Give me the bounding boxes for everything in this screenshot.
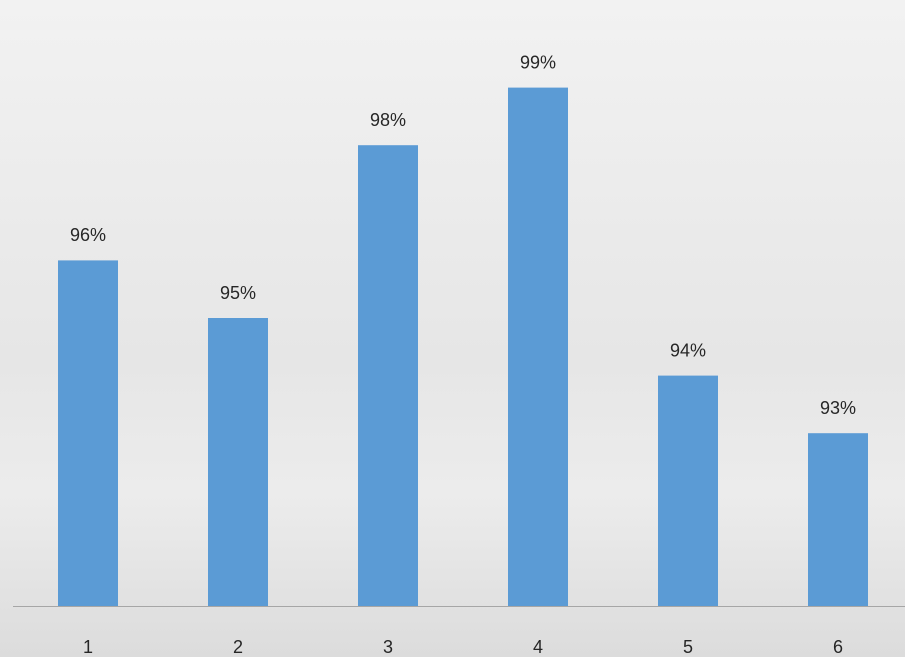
bar xyxy=(658,375,718,606)
value-label: 99% xyxy=(520,52,556,72)
value-label: 96% xyxy=(70,225,106,245)
bar xyxy=(508,87,568,607)
value-label: 95% xyxy=(220,283,256,303)
bar xyxy=(808,433,868,606)
x-tick-label: 5 xyxy=(683,637,693,657)
x-tick-label: 2 xyxy=(233,637,243,657)
x-tick-label: 3 xyxy=(383,637,393,657)
value-label: 94% xyxy=(670,340,706,360)
value-label: 98% xyxy=(370,110,406,130)
bar xyxy=(58,260,118,606)
value-label: 93% xyxy=(820,398,856,418)
x-tick-label: 4 xyxy=(533,637,543,657)
x-tick-label: 1 xyxy=(83,637,93,657)
x-tick-label: 6 xyxy=(833,637,843,657)
bar xyxy=(208,318,268,606)
bar xyxy=(358,145,418,606)
